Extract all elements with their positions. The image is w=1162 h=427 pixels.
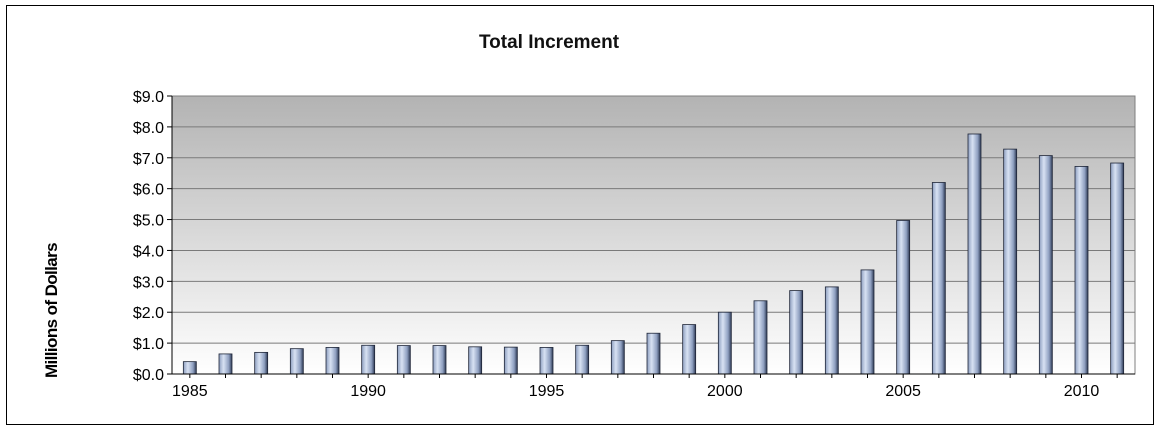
- y-axis-ticks: $0.0 $1.0 $2.0 $3.0 $4.0 $5.0 $6.0 $7.0 $8.0 $9.0: [133, 89, 172, 384]
- bar-2009: [1038, 155, 1053, 375]
- x-tick-label: 1990: [350, 383, 386, 400]
- bar-1992: [432, 345, 447, 375]
- bar-2002: [789, 290, 804, 375]
- bar-1999: [682, 324, 697, 375]
- bar-1996: [575, 344, 590, 375]
- bar-1990: [361, 344, 376, 375]
- bar-1988: [289, 348, 304, 375]
- bar-2006: [931, 182, 946, 375]
- x-tick-label: 2010: [1064, 383, 1100, 400]
- bar-1987: [254, 351, 269, 375]
- bar-2004: [860, 269, 875, 375]
- y-tick-label: $2.0: [133, 305, 164, 322]
- bar-2003: [824, 286, 839, 375]
- bar-1995: [539, 347, 554, 375]
- bar-1993: [468, 346, 483, 375]
- y-tick-label: $5.0: [133, 213, 164, 230]
- bar-2010: [1074, 166, 1089, 375]
- plot-area: [171, 95, 1136, 375]
- x-tick-label: 2005: [885, 383, 921, 400]
- bar-2005: [896, 220, 911, 375]
- bar-1997: [610, 340, 625, 375]
- y-tick-label: $3.0: [133, 274, 164, 291]
- y-tick-label: $8.0: [133, 120, 164, 137]
- chart-title: Total Increment: [478, 32, 620, 53]
- y-tick-label: $1.0: [133, 336, 164, 353]
- y-tick-label: $7.0: [133, 151, 164, 168]
- bar-2008: [1003, 148, 1018, 375]
- y-tick-label: $4.0: [133, 243, 164, 260]
- x-axis-ticks: 1985 1990 1995 2000 2005 2010: [172, 374, 1118, 400]
- y-tick-label: $9.0: [133, 89, 164, 106]
- x-tick-label: 1985: [172, 383, 208, 400]
- bar-2001: [753, 300, 768, 375]
- y-tick-label: $6.0: [133, 182, 164, 199]
- bar-2000: [717, 311, 732, 375]
- bar-2007: [967, 133, 982, 375]
- y-tick-label: $0.0: [133, 367, 164, 384]
- bar-1989: [325, 347, 340, 375]
- bar-1985: [182, 361, 197, 375]
- bar-1994: [503, 346, 518, 375]
- x-tick-label: 2000: [707, 383, 743, 400]
- bar-1991: [396, 345, 411, 375]
- bar-1986: [218, 353, 233, 375]
- x-tick-label: 1995: [529, 383, 565, 400]
- bar-1998: [646, 332, 661, 375]
- bar-2011: [1110, 162, 1125, 375]
